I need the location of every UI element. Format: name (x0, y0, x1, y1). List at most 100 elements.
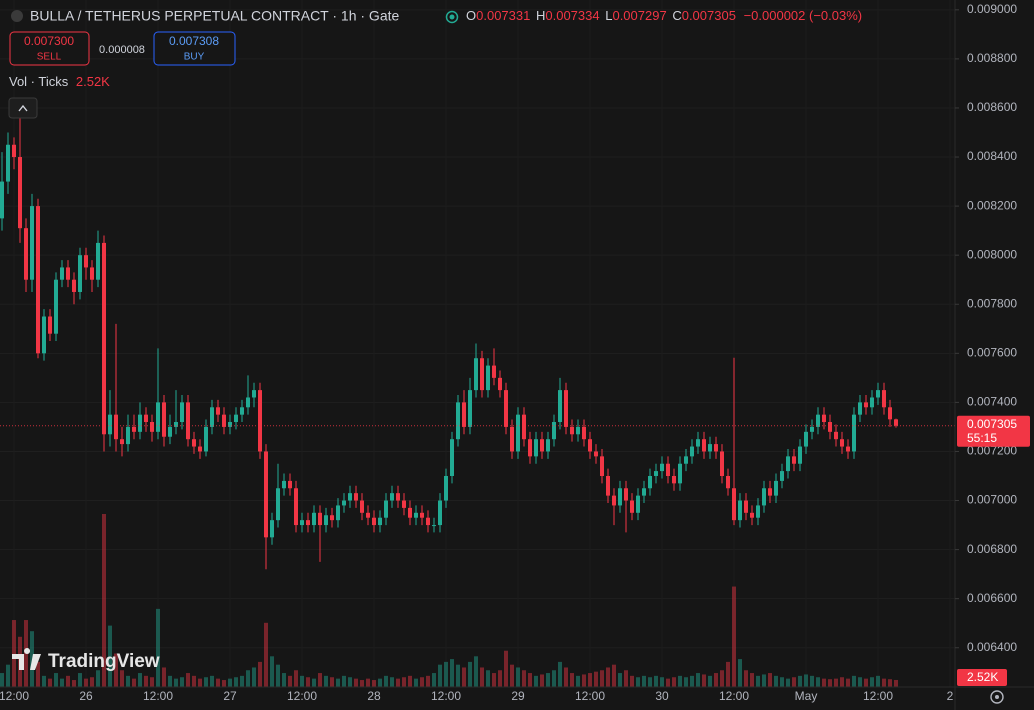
candle-body (492, 365, 496, 378)
volume-bar (342, 675, 346, 687)
collapse-button[interactable] (8, 97, 38, 119)
volume-bar (444, 661, 448, 687)
candle-body (0, 181, 4, 219)
candle-body (564, 390, 568, 427)
candle-body (858, 402, 862, 415)
volume-bar (678, 675, 682, 687)
candle-body (498, 377, 502, 391)
candle-body (228, 422, 232, 427)
x-tick-label: 26 (79, 689, 93, 703)
volume-bar (600, 670, 604, 687)
candle-body (342, 500, 346, 506)
volume-legend: Vol · Ticks 2.52K (9, 74, 110, 89)
volume-bar (630, 675, 634, 687)
volume-bar (192, 675, 196, 687)
candle-body (792, 456, 796, 464)
candle-body (312, 512, 316, 526)
y-tick-label: 0.007000 (967, 493, 1017, 507)
volume-bar (366, 678, 370, 687)
last-price-badge (957, 415, 1030, 447)
candle-body (168, 426, 172, 437)
candle-body (738, 500, 742, 521)
volume-bar (714, 673, 718, 687)
volume-bar (804, 674, 808, 687)
chart-title: BULLA / TETHERUS PERPETUAL CONTRACT · 1h… (30, 8, 399, 24)
volume-bar (882, 678, 886, 687)
candle-body (636, 495, 640, 513)
candle-body (714, 444, 718, 452)
volume-bar (426, 675, 430, 687)
y-tick-label: 0.008600 (967, 100, 1017, 114)
volume-bar (414, 678, 418, 687)
candle-body (156, 402, 160, 432)
candle-body (102, 242, 106, 435)
candle-body (66, 267, 70, 280)
volume-bar (786, 678, 790, 687)
candle-body (318, 512, 322, 526)
candle-body (606, 475, 610, 496)
volume-bar (324, 675, 328, 687)
candle-body (684, 456, 688, 464)
settings-button[interactable] (990, 690, 1004, 704)
volume-bar (558, 661, 562, 687)
volume-bar (636, 677, 640, 687)
volume-bar (582, 674, 586, 687)
volume-bar (672, 677, 676, 687)
volume-bar (120, 670, 124, 687)
candle-body (798, 446, 802, 464)
candle-body (780, 471, 784, 481)
candle-body (90, 267, 94, 280)
volume-bar (720, 670, 724, 687)
buy-box[interactable] (153, 31, 236, 66)
volume-bar (318, 673, 322, 687)
volume-bar (420, 677, 424, 687)
candle-body (72, 279, 76, 292)
volume-bar (846, 678, 850, 687)
volume-bar (858, 677, 862, 687)
candle-body (198, 446, 202, 452)
candle-body (372, 517, 376, 526)
candle-body (222, 414, 226, 427)
candle-body (30, 206, 34, 280)
candle-body (522, 414, 526, 440)
volume-bar (732, 586, 736, 687)
buy-button[interactable]: 0.007308 BUY (153, 31, 236, 66)
sell-button[interactable]: 0.007300 SELL (9, 31, 90, 66)
volume-bar (216, 678, 220, 687)
volume-bar (462, 667, 466, 687)
volume-bar (816, 677, 820, 687)
volume-bar (648, 677, 652, 687)
y-tick-label: 0.007200 (967, 444, 1017, 458)
candle-body (654, 471, 658, 476)
change: −0.000002 (−0.03%) (744, 8, 863, 23)
volume-value: 2.52K (76, 74, 110, 89)
candle-body (180, 402, 184, 423)
last-price-label: 0.007305 (967, 417, 1017, 431)
volume-bar (768, 673, 772, 687)
candle-body (840, 439, 844, 447)
candle-body (594, 451, 598, 457)
candle-body (516, 414, 520, 452)
x-tick-label: 12:00 (431, 689, 461, 703)
volume-bar (252, 667, 256, 687)
candle-body (816, 414, 820, 427)
x-tick-label: 12:00 (575, 689, 605, 703)
candle-body (822, 414, 826, 423)
volume-bar (468, 661, 472, 687)
candle-body (882, 390, 886, 408)
volume-bar (654, 675, 658, 687)
x-tick-label: 30 (655, 689, 669, 703)
ohlc-legend: O0.007331 H0.007334 L0.007297 C0.007305 … (466, 8, 862, 23)
candle-body (126, 426, 130, 445)
x-tick-label: 28 (367, 689, 381, 703)
sell-box[interactable] (9, 31, 90, 66)
candle-body (786, 456, 790, 472)
settings-icon[interactable] (990, 690, 1004, 704)
ohlc-value: 0.007305 (682, 8, 736, 23)
candle-body (888, 407, 892, 420)
volume-bar (198, 678, 202, 687)
volume-bar (738, 659, 742, 687)
collapse-box[interactable] (8, 97, 38, 119)
volume-bar (402, 677, 406, 687)
volume-bar (84, 678, 88, 687)
